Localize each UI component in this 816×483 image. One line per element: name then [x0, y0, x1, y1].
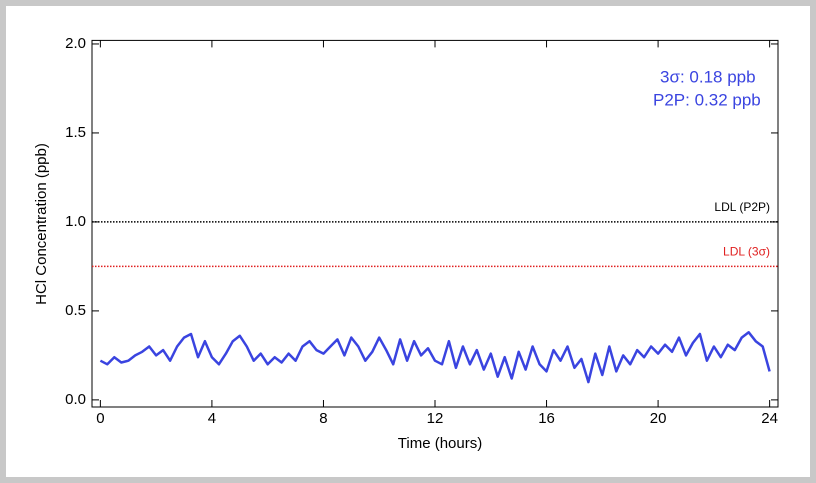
x-tick-label: 12	[427, 410, 444, 427]
annotation: P2P: 0.32 ppb	[653, 90, 761, 109]
x-tick-label: 4	[208, 410, 216, 427]
y-tick-label: 1.0	[65, 213, 86, 230]
y-axis-label: HCl Concentration (ppb)	[33, 143, 50, 305]
x-tick-label: 20	[650, 410, 667, 427]
annotation: 3σ: 0.18 ppb	[660, 67, 756, 86]
y-tick-label: 0.0	[65, 391, 86, 408]
x-tick-label: 16	[538, 410, 555, 427]
plot-frame	[91, 39, 779, 408]
x-tick-label: 0	[96, 410, 104, 427]
x-tick-label: 8	[319, 410, 327, 427]
frame	[6, 6, 810, 477]
x-axis-label: Time (hours)	[398, 435, 482, 452]
data-line	[99, 331, 771, 384]
x-tick-label: 24	[761, 410, 778, 427]
reference-label: LDL (P2P)	[714, 200, 770, 214]
y-tick-label: 1.5	[65, 124, 86, 141]
y-tick-label: 0.5	[65, 302, 86, 319]
y-tick-label: 2.0	[65, 35, 86, 52]
reference-label: LDL (3σ)	[723, 245, 770, 259]
